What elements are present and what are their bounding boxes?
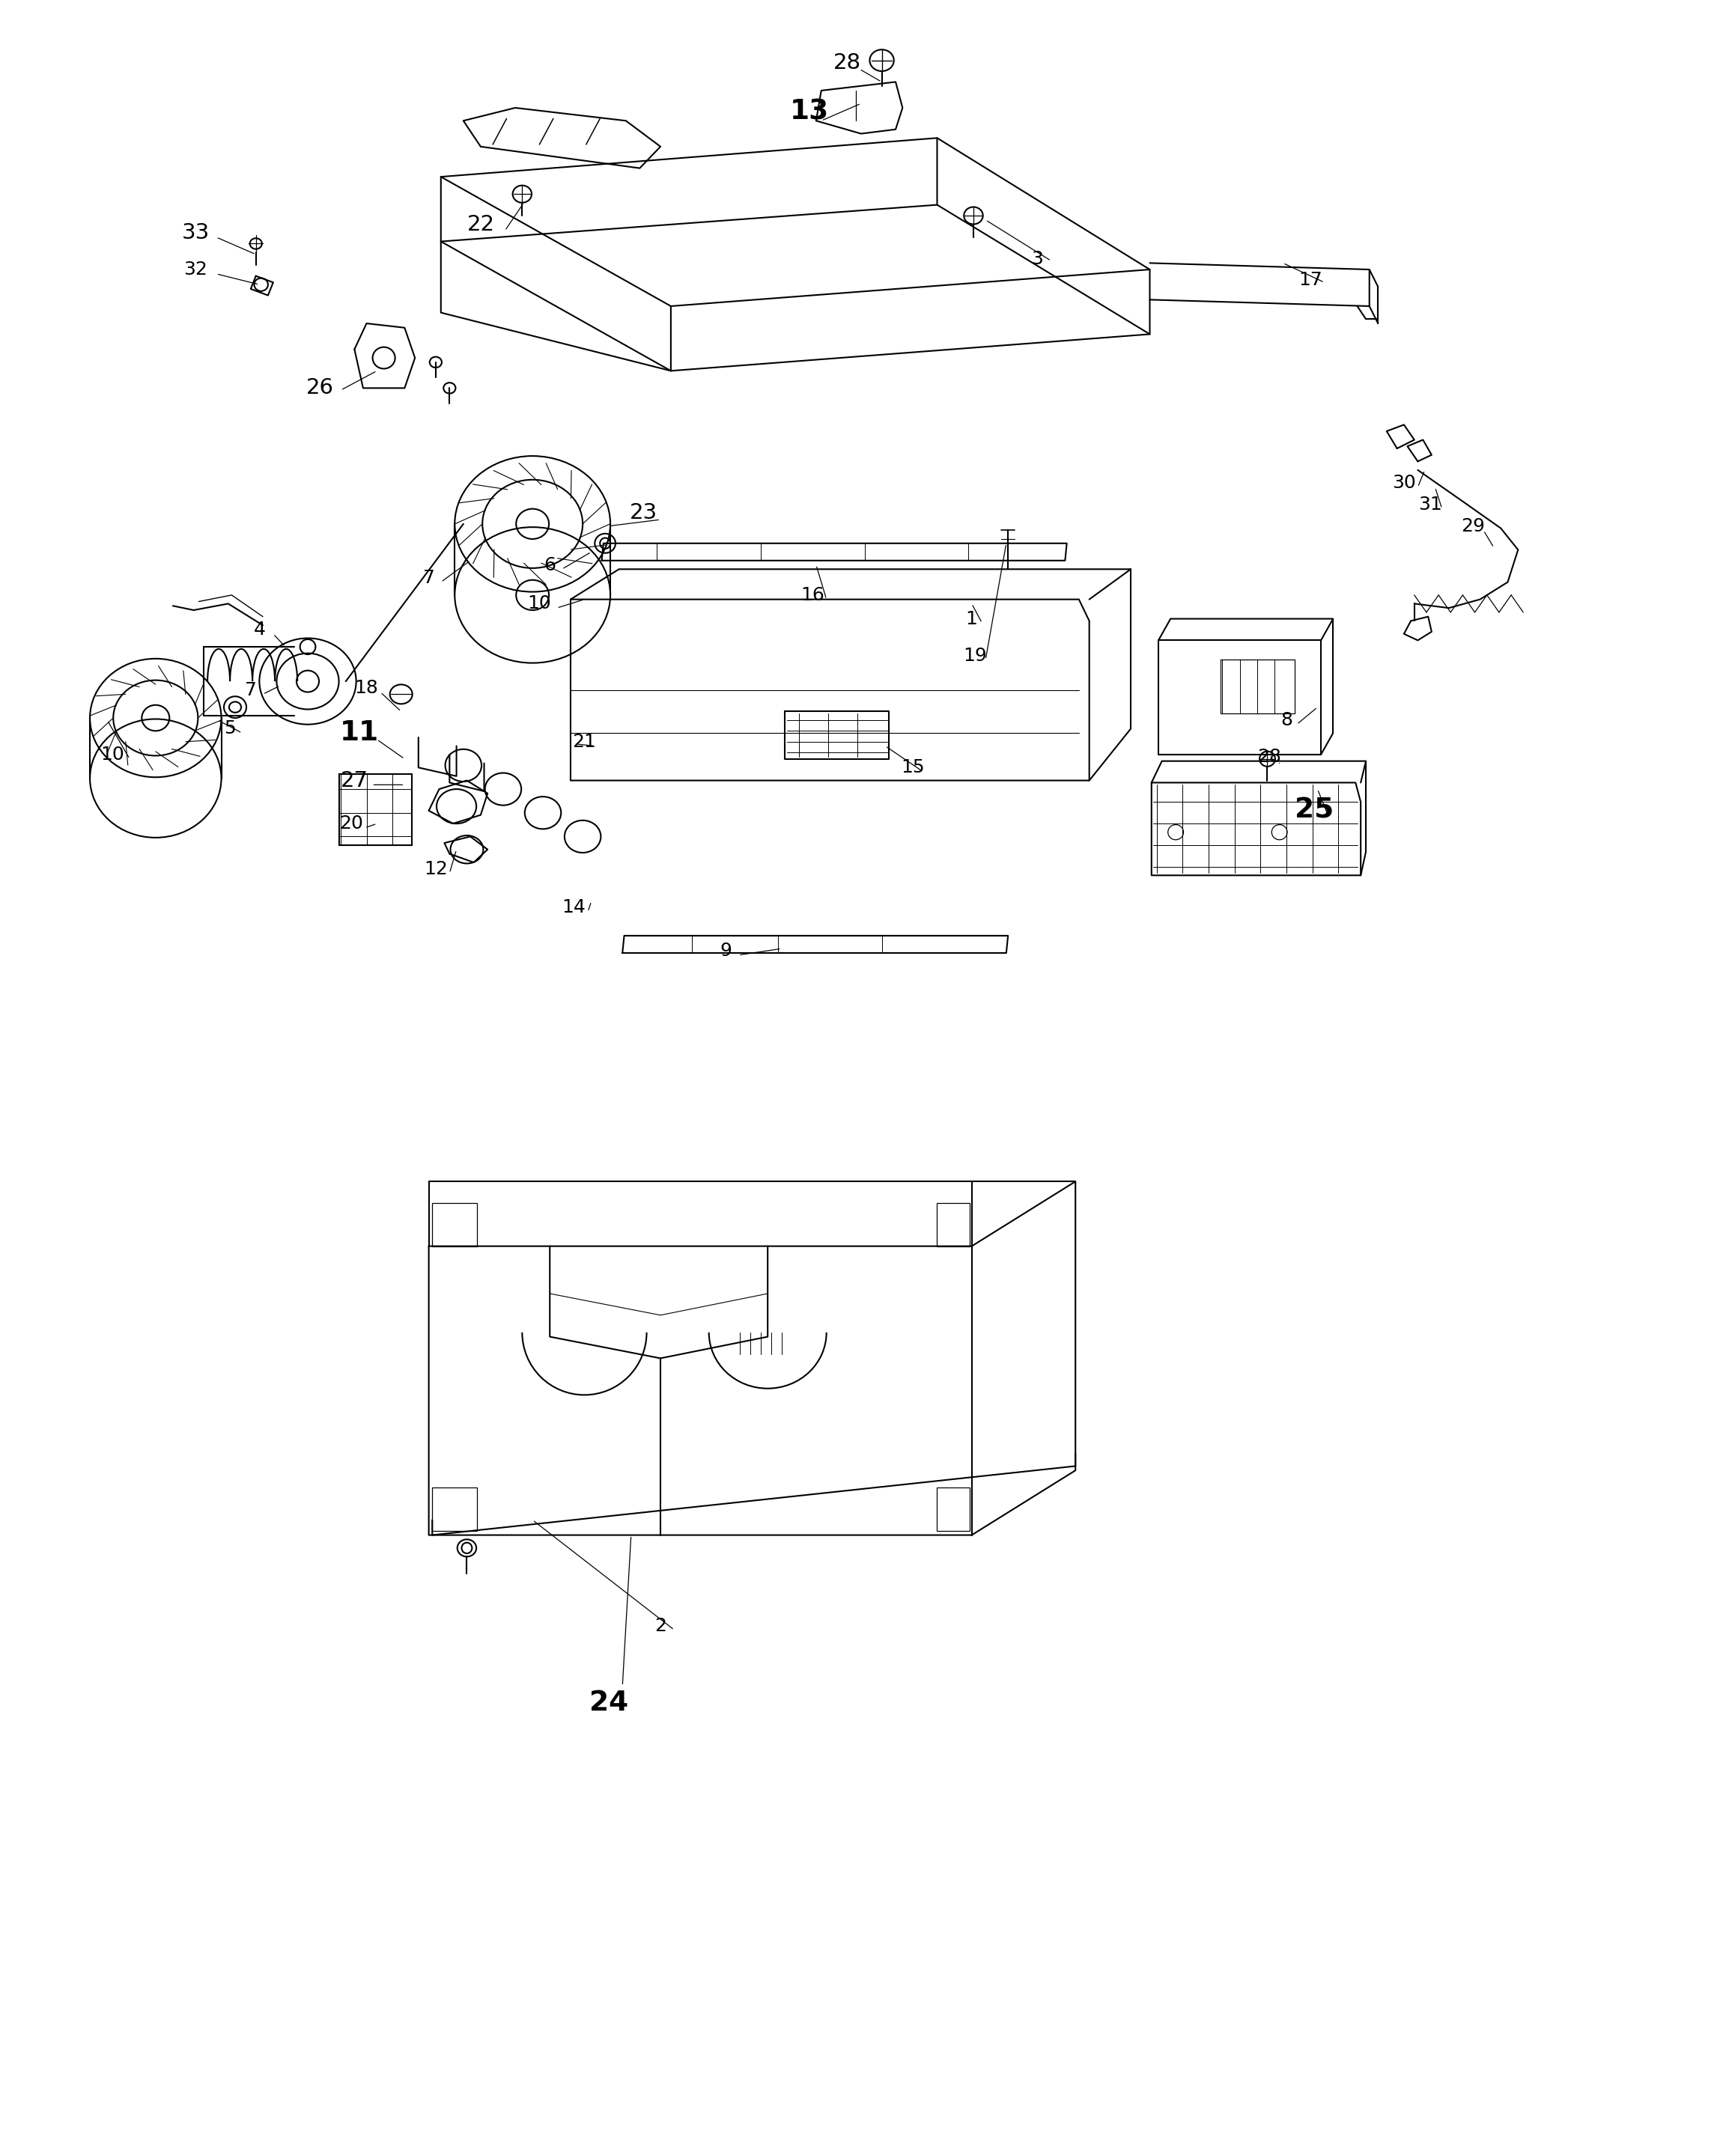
Text: 24: 24 [590, 1690, 628, 1716]
Text: 10: 10 [100, 746, 124, 763]
Text: 32: 32 [183, 261, 207, 278]
Text: 28: 28 [1257, 748, 1281, 765]
Bar [339, 774, 412, 845]
Text: 23: 23 [629, 502, 657, 524]
Text: 12: 12 [424, 860, 448, 877]
Text: 21: 21 [572, 733, 597, 750]
Text: 27: 27 [341, 770, 368, 791]
Text: 14: 14 [562, 899, 586, 916]
Text: 16: 16 [801, 586, 825, 604]
Text: 30: 30 [1392, 474, 1416, 492]
Text: 3: 3 [1032, 250, 1043, 267]
Bar [432, 1488, 477, 1531]
Text: 22: 22 [467, 213, 494, 235]
Text: 15: 15 [901, 759, 925, 776]
Text: 19: 19 [963, 647, 987, 664]
Bar [937, 1488, 970, 1531]
Text: 25: 25 [1295, 798, 1333, 824]
Text: 18: 18 [354, 679, 379, 696]
Text: 7: 7 [424, 569, 434, 586]
Bar [432, 1203, 477, 1246]
Text: 28: 28 [833, 52, 861, 73]
Text: 33: 33 [182, 222, 209, 244]
Text: 8: 8 [1281, 711, 1292, 729]
Text: 4: 4 [254, 621, 265, 638]
Text: 11: 11 [341, 720, 379, 746]
Text: 31: 31 [1418, 496, 1442, 513]
Text: 7: 7 [246, 681, 256, 699]
Text: 20: 20 [339, 815, 363, 832]
Text: 10: 10 [527, 595, 552, 612]
Text: 17: 17 [1298, 272, 1323, 289]
Text: 26: 26 [306, 377, 334, 399]
Text: 9: 9 [721, 942, 731, 959]
Bar [1221, 660, 1295, 714]
Text: 6: 6 [545, 556, 555, 573]
Text: 2: 2 [655, 1617, 666, 1634]
Text: 5: 5 [225, 720, 235, 737]
Text: 1: 1 [967, 610, 977, 627]
Text: 13: 13 [790, 99, 828, 125]
Text: 29: 29 [1461, 517, 1485, 535]
Bar [937, 1203, 970, 1246]
